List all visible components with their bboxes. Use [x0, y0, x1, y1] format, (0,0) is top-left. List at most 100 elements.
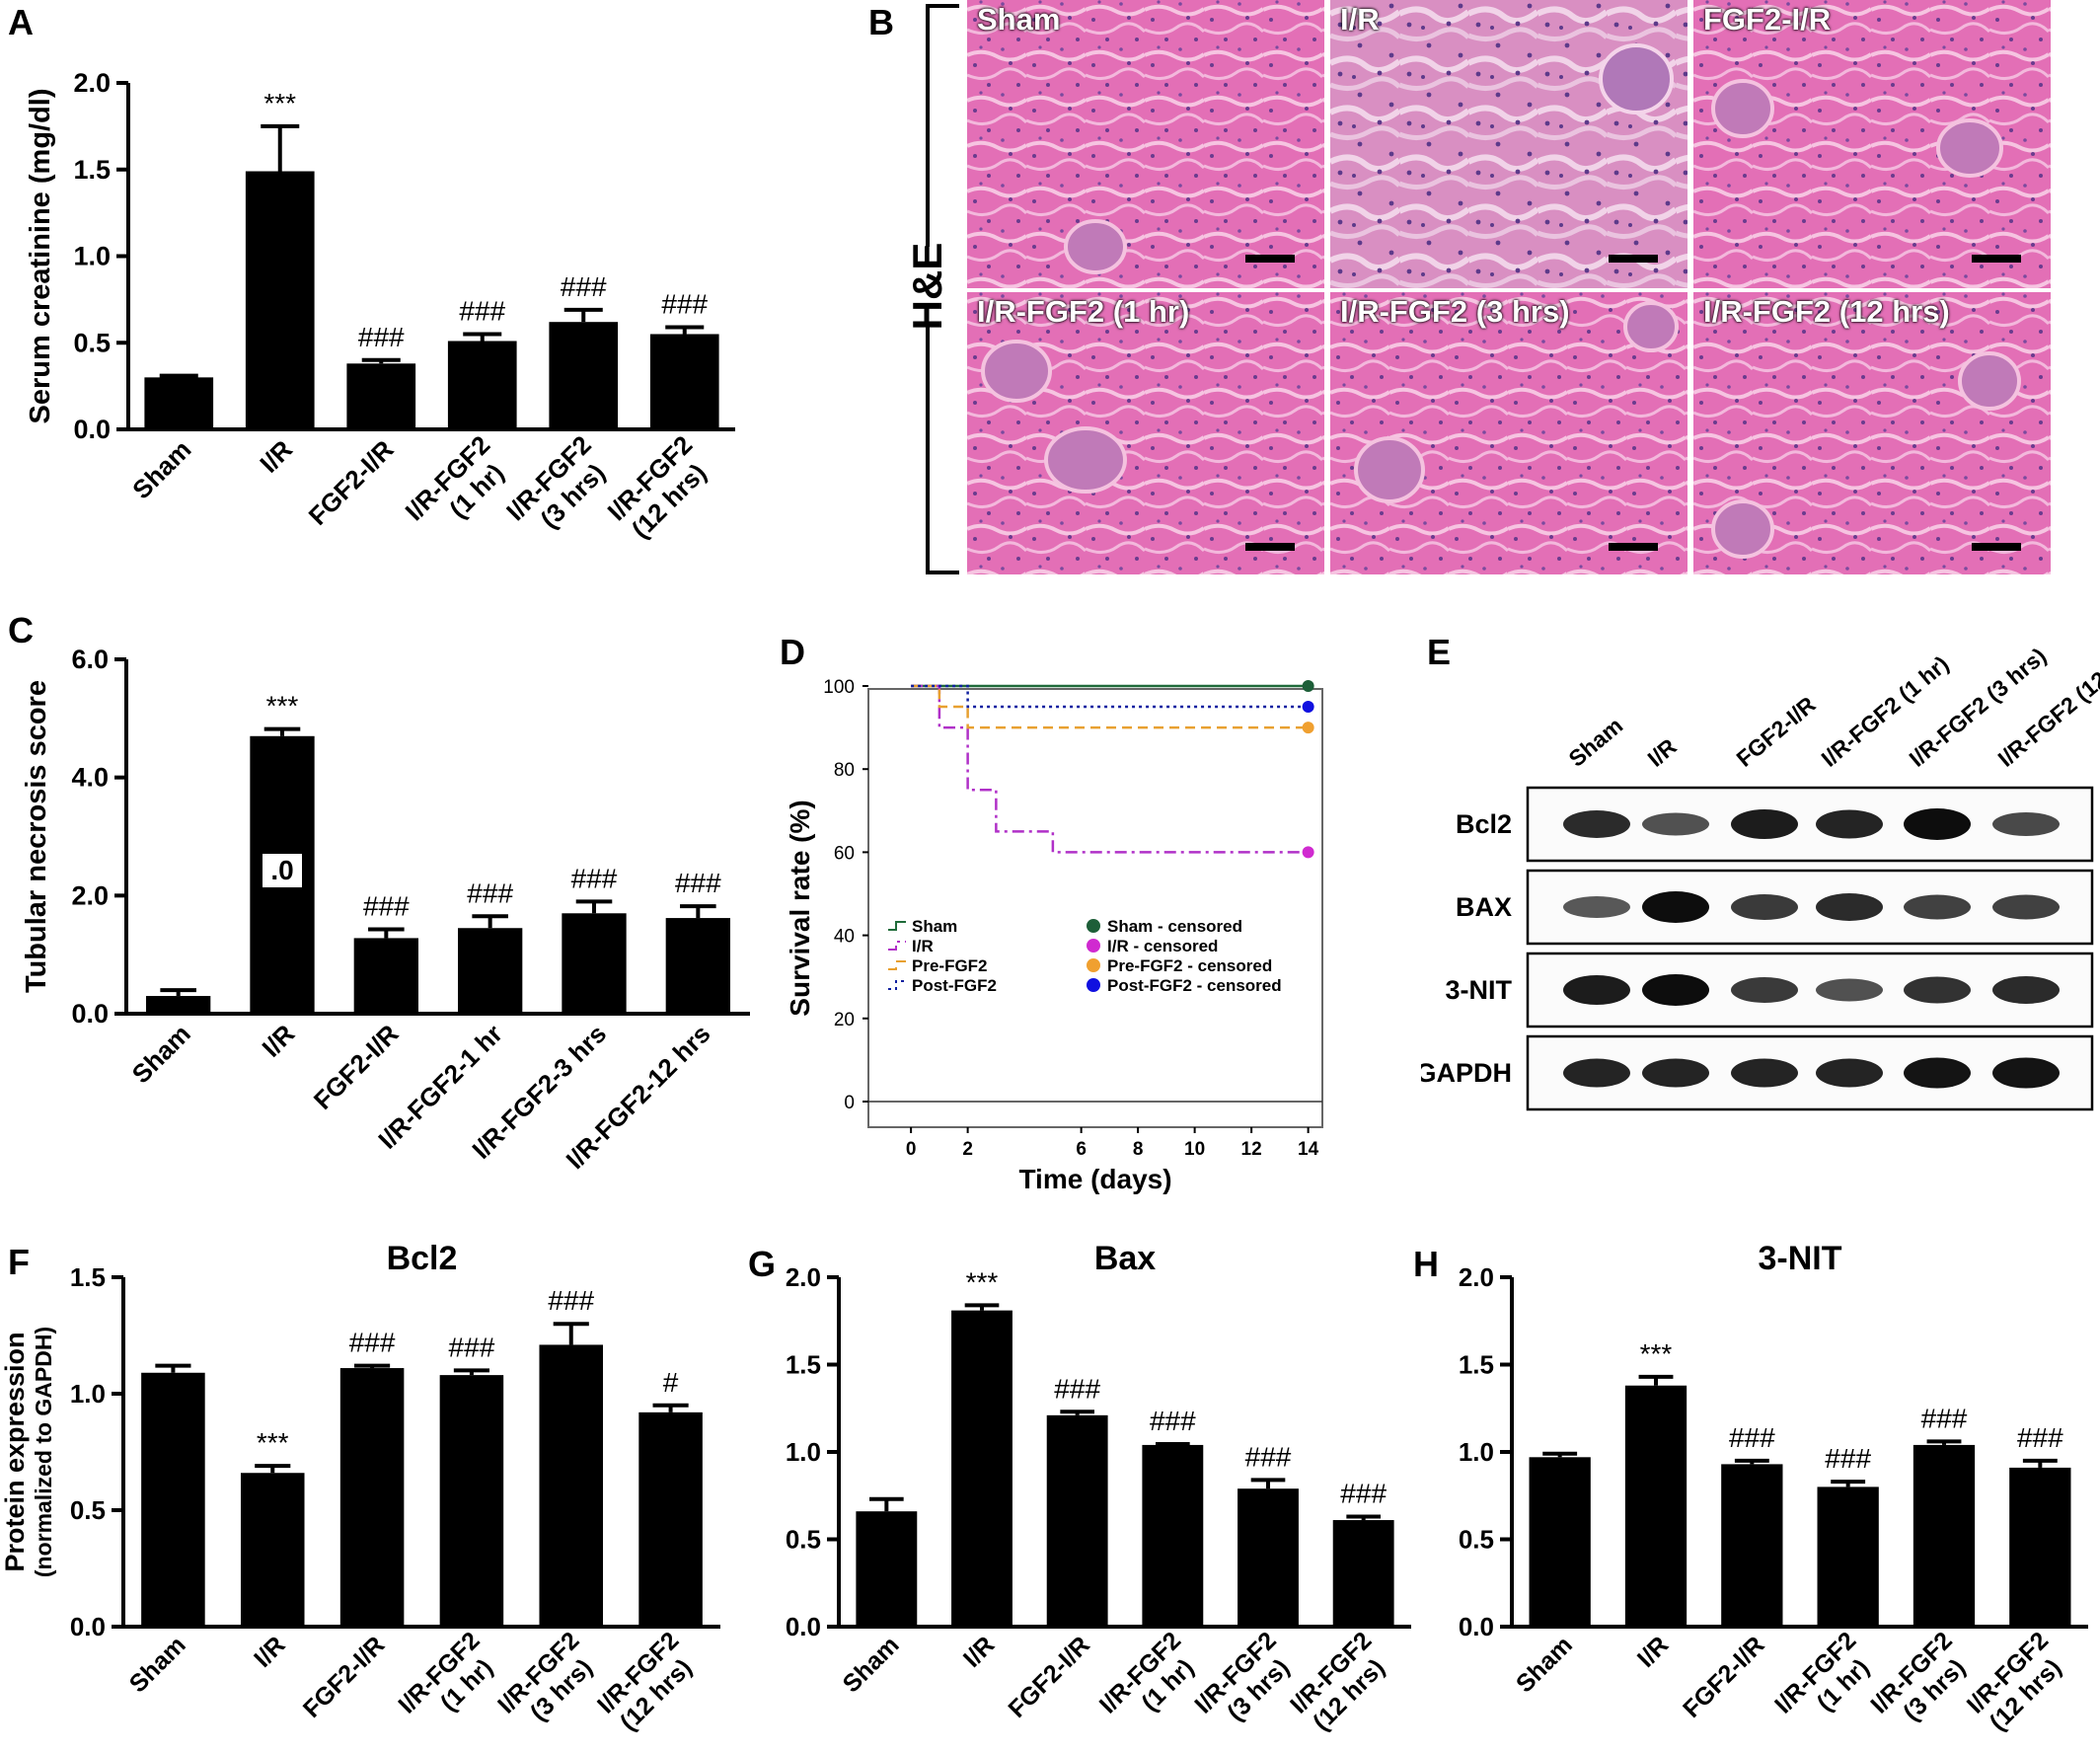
category-label: I/R — [1632, 1631, 1674, 1672]
category-label-group: I/R-FGF2(1 hr) — [1769, 1627, 1875, 1718]
legend-marker — [1087, 939, 1100, 953]
category-label: Sham — [1511, 1631, 1578, 1698]
chart-g-bax: 0.0 0.5 1.0 1.5 2.0 Bax Sham *** I/R ### FGF2-I/R #… — [786, 1240, 1411, 1736]
significance-label: ### — [1729, 1422, 1775, 1453]
panel-letter-b: B — [868, 2, 894, 42]
blot-band — [1563, 975, 1630, 1005]
legend-label: I/R — [912, 937, 934, 955]
he-tile-label: I/R — [1340, 2, 1380, 37]
significance-label: ### — [661, 288, 708, 319]
he-tile-ir-fgf2-1hr: I/R-FGF2 (1 hr) — [967, 292, 1324, 574]
bar — [353, 938, 418, 1014]
category-label-group: I/R-FGF2(1 hr) — [1094, 1627, 1200, 1718]
significance-label: ### — [1150, 1406, 1196, 1436]
y-tick-label: 2.0 — [1459, 1262, 1494, 1292]
y-axis-label: Survival rate (%) — [785, 800, 815, 1016]
blot-band — [1642, 891, 1709, 923]
lane-label: FGF2-I/R — [1732, 691, 1821, 772]
significance-label: # — [663, 1367, 679, 1398]
category-label-group: I/R-FGF2(12 hrs) — [602, 429, 712, 544]
category-label-group: I/R-FGF2(3 hrs) — [1189, 1627, 1295, 1726]
x-axis-label: Time (days) — [1018, 1164, 1171, 1194]
bar — [2009, 1467, 2071, 1627]
bar — [1912, 1444, 1976, 1627]
lane-label: I/R-FGF2 (12 hrs) — [1993, 635, 2100, 772]
blot-band — [1992, 976, 2060, 1004]
he-tile-label: I/R-FGF2 (12 hrs) — [1703, 294, 1950, 329]
y-axis-label-2: (normalized to GAPDH) — [31, 1327, 56, 1577]
bar — [951, 1310, 1012, 1627]
chart-f-bcl2: 0.0 0.5 1.0 1.5 Protein expression (normalize… — [0, 1240, 720, 1736]
bar — [1817, 1486, 1879, 1627]
y-tick-label: 6.0 — [71, 645, 109, 674]
category-label: FGF2-I/R — [298, 1631, 390, 1722]
blot-band — [1904, 808, 1971, 840]
category-label-group: I/R-FGF2(12 hrs) — [1285, 1627, 1390, 1736]
inbar-label-bg — [262, 854, 302, 887]
chart-title: Bax — [1094, 1240, 1156, 1277]
category-label: Sham — [124, 1631, 191, 1698]
plot-frame — [867, 688, 1323, 1128]
bar — [1046, 1414, 1108, 1627]
legend-swatch — [888, 960, 906, 970]
bar — [240, 1473, 305, 1627]
legend-marker — [1087, 978, 1100, 992]
bar — [339, 1368, 405, 1627]
panel-letter-h: H — [1413, 1244, 1439, 1284]
bar — [1332, 1520, 1394, 1627]
bar — [146, 996, 211, 1014]
significance-label: ### — [449, 1332, 495, 1362]
significance-label: ### — [358, 322, 405, 352]
y-tick-label: 1.5 — [1459, 1350, 1494, 1380]
bar — [1142, 1444, 1204, 1627]
y-tick-label: 1.5 — [73, 155, 111, 185]
blot-band — [1816, 978, 1883, 1002]
y-tick-label: 60 — [834, 843, 855, 864]
chart-title: Bcl2 — [387, 1240, 458, 1277]
survival-line — [911, 684, 1309, 729]
category-label: Sham — [126, 434, 196, 504]
category-label-group: Sham — [126, 1019, 196, 1089]
y-tick-label: 1.5 — [786, 1350, 821, 1380]
scale-bar — [1609, 543, 1658, 551]
y-tick-label: 0.0 — [73, 415, 111, 444]
significance-label: ### — [561, 271, 607, 302]
y-tick-label: 2.0 — [786, 1262, 821, 1292]
bar — [665, 918, 730, 1014]
category-label-group: I/R-FGF2(1 hr) — [393, 1627, 498, 1718]
significance-label: ### — [571, 863, 618, 893]
y-tick-label: 0.0 — [1459, 1612, 1494, 1641]
scale-bar — [1609, 255, 1658, 263]
category-label-group: Sham — [124, 1631, 191, 1698]
blot-band — [1731, 977, 1798, 1003]
y-tick-label: 1.0 — [1459, 1437, 1494, 1467]
y-tick-label: 4.0 — [71, 763, 109, 793]
panel-letter-d: D — [780, 632, 805, 672]
category-label-group: I/R — [958, 1631, 1000, 1672]
blot-band — [1992, 1057, 2060, 1089]
survival-line — [911, 684, 1309, 709]
category-label: I/R — [249, 1631, 290, 1672]
y-tick-label: 1.0 — [786, 1437, 821, 1467]
blot-band — [1904, 976, 1971, 1004]
bar — [649, 334, 719, 429]
significance-label: *** — [263, 88, 296, 118]
legend-censored-label: Post-FGF2 - censored — [1107, 976, 1282, 995]
lane-label: I/R — [1643, 733, 1683, 772]
category-label: FGF2-I/R — [1003, 1631, 1094, 1722]
category-label-group: FGF2-I/R — [303, 434, 400, 531]
y-tick-label: 0.0 — [786, 1612, 821, 1641]
chart-title: 3-NIT — [1759, 1240, 1842, 1277]
y-tick-label: 80 — [834, 760, 855, 781]
chart-h-3nit: 0.0 0.5 1.0 1.5 2.0 3-NIT Sham *** I/R ### FGF2-I/… — [1459, 1240, 2088, 1736]
he-tile-fgf2-ir: FGF2-I/R — [1693, 0, 2051, 288]
blot-band — [1731, 894, 1798, 920]
he-tile-label: FGF2-I/R — [1703, 2, 1832, 37]
bar — [1624, 1385, 1688, 1627]
bar — [562, 913, 627, 1014]
legend-censored-label: Sham - censored — [1107, 917, 1242, 936]
he-stain-label: H&E — [888, 243, 967, 330]
category-label-group: FGF2-I/R — [298, 1631, 390, 1722]
bar — [856, 1511, 918, 1627]
lane-label: Sham — [1564, 713, 1628, 772]
